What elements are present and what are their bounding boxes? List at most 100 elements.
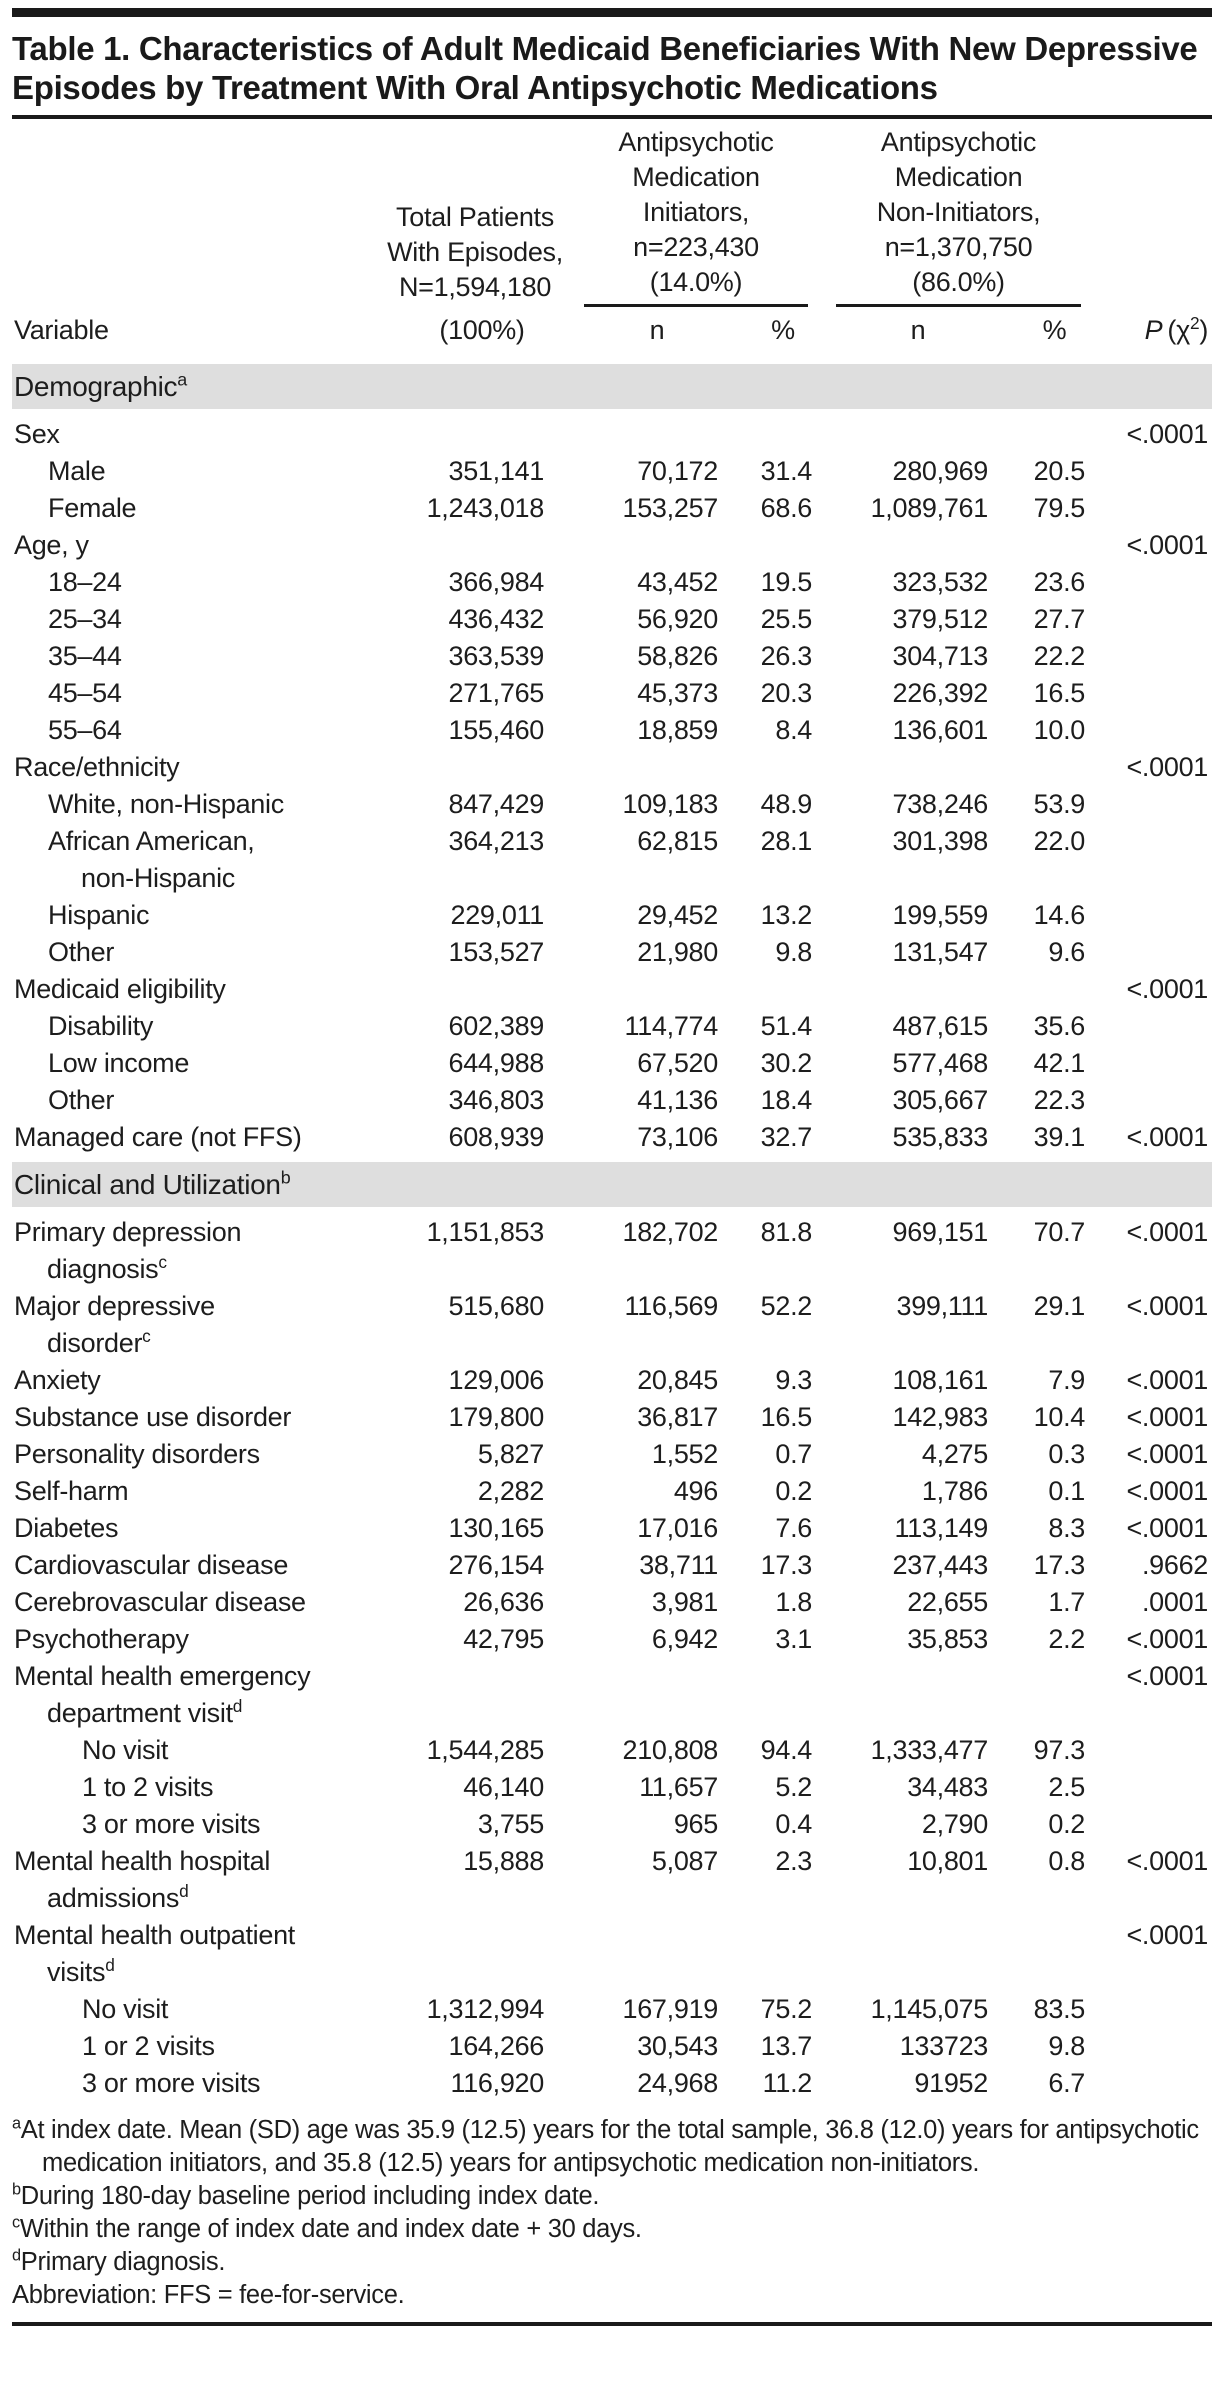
value-cell: 1,333,477	[870, 1735, 989, 1765]
value-cell: 8.3	[1048, 1513, 1086, 1543]
value-cell: 62,815	[637, 826, 718, 856]
variable-cell: 45–54	[48, 678, 122, 708]
variable-cell: Anxiety	[14, 1365, 101, 1395]
value-cell: 738,246	[892, 789, 989, 819]
value-cell: 0.4	[775, 1809, 812, 1839]
value-cell: 7.9	[1048, 1365, 1086, 1395]
value-cell: 109,183	[622, 789, 719, 819]
variable-cell: Personality disorders	[14, 1439, 260, 1469]
variable-cell: Managed care (not FFS)	[14, 1122, 302, 1152]
footnote: cWithin the range of index date and inde…	[12, 2213, 642, 2243]
value-cell: 17,016	[637, 1513, 718, 1543]
value-cell: 67,520	[637, 1048, 718, 1078]
value-cell: 116,569	[624, 1291, 719, 1321]
p-value-cell	[1095, 934, 1212, 971]
value-cell: 22,655	[907, 1587, 988, 1617]
value-cell: 42,795	[463, 1624, 544, 1654]
value-cell: 94.4	[760, 1735, 813, 1765]
table-row: Hispanic 229,011 29,452 13.2 199,559 14.6	[12, 897, 1212, 934]
value-cell: 301,398	[892, 826, 989, 856]
value-cell: 487,615	[892, 1011, 989, 1041]
value-cell: 6.7	[1048, 2068, 1086, 2098]
variable-cell: Low income	[48, 1048, 190, 1078]
value-cell: 70,172	[637, 456, 718, 486]
value-cell	[380, 527, 570, 564]
value-cell: 304,713	[892, 641, 989, 671]
variable-cell: Male	[48, 456, 106, 486]
section-label: Demographica	[12, 358, 1213, 416]
variable-cell: Other	[48, 1085, 115, 1115]
value-cell	[822, 1658, 1000, 1732]
p-value-cell	[1095, 1045, 1212, 1082]
value-cell: 155,460	[448, 715, 545, 745]
value-cell: 2.2	[1048, 1624, 1086, 1654]
header-p-chi2: P (χ2)	[1095, 307, 1213, 363]
p-value-cell: <.0001	[1126, 1291, 1209, 1321]
value-cell: 1,145,075	[870, 1994, 989, 2024]
table-row: Disability 602,389 114,774 51.4 487,615 35.6	[12, 1008, 1212, 1045]
value-cell: 83.5	[1033, 1994, 1086, 2024]
p-value-cell: <.0001	[1126, 419, 1209, 449]
p-value-cell: <.0001	[1126, 1513, 1209, 1543]
table-row: Sex <.0001	[12, 413, 1212, 454]
variable-cell: Diabetes	[14, 1513, 119, 1543]
value-cell: 1,786	[921, 1476, 988, 1506]
value-cell: 19.5	[760, 567, 813, 597]
value-cell: 41,136	[637, 1085, 718, 1115]
value-cell	[730, 1658, 822, 1732]
value-cell: 43,452	[637, 567, 718, 597]
variable-cell: No visit	[82, 1994, 169, 2024]
value-cell: 97.3	[1033, 1735, 1086, 1765]
value-cell	[380, 413, 570, 454]
table-row: Other 153,527 21,980 9.8 131,547 9.6	[12, 934, 1212, 971]
value-cell	[1000, 971, 1095, 1008]
value-cell	[822, 971, 1000, 1008]
variable-cell: Mental health emergency department visitd	[14, 1661, 311, 1728]
value-cell: 38,711	[639, 1550, 718, 1580]
value-cell	[822, 527, 1000, 564]
value-cell: 1,552	[651, 1439, 718, 1469]
variable-cell: Cerebrovascular disease	[14, 1587, 306, 1617]
value-cell	[730, 749, 822, 786]
p-value-cell: <.0001	[1126, 1476, 1209, 1506]
value-cell: 1,544,285	[426, 1735, 545, 1765]
value-cell: 9.6	[1048, 937, 1086, 967]
value-cell: 379,512	[892, 604, 989, 634]
value-cell: 1,243,018	[426, 493, 545, 523]
variable-cell: 1 to 2 visits	[82, 1772, 214, 1802]
variable-cell: Medicaid eligibility	[14, 974, 226, 1004]
variable-cell: Age, y	[14, 530, 89, 560]
value-cell: 0.2	[1048, 1809, 1086, 1839]
value-cell: 26.3	[760, 641, 813, 671]
value-cell: 23.6	[1033, 567, 1086, 597]
value-cell	[730, 413, 822, 454]
p-value-cell	[1095, 490, 1212, 527]
table-row: Cerebrovascular disease 26,636 3,981 1.8 22,…	[12, 1584, 1212, 1621]
section-row: Clinical and Utilizationb	[12, 1156, 1213, 1214]
value-cell: 29.1	[1033, 1291, 1086, 1321]
p-value-cell: <.0001	[1126, 1661, 1209, 1691]
variable-cell: Hispanic	[48, 900, 150, 930]
p-value-cell	[1095, 1008, 1212, 1045]
table-row: Managed care (not FFS) 608,939 73,106 32.7 5…	[12, 1119, 1212, 1159]
variable-cell: No visit	[82, 1735, 169, 1765]
value-cell: 142,983	[892, 1402, 989, 1432]
variable-cell: Sex	[14, 419, 60, 449]
p-value-cell: <.0001	[1126, 752, 1209, 782]
value-cell: 133723	[899, 2031, 989, 2061]
footnote: Abbreviation: FFS = fee-for-service.	[12, 2281, 405, 2309]
table-row: No visit 1,312,994 167,919 75.2 1,145,075 83.…	[12, 1991, 1212, 2028]
value-cell: 6,942	[651, 1624, 718, 1654]
value-cell: 45,373	[637, 678, 718, 708]
value-cell: 48.9	[760, 789, 813, 819]
table-row: Mental health emergency department visitd…	[12, 1658, 1212, 1732]
table-row: Personality disorders 5,827 1,552 0.7 4,275 0…	[12, 1436, 1212, 1473]
variable-cell: 35–44	[48, 641, 122, 671]
p-value-cell	[1095, 638, 1212, 675]
table-row: 55–64 155,460 18,859 8.4 136,601 10.0	[12, 712, 1212, 749]
value-cell: 75.2	[760, 1994, 813, 2024]
value-cell: 496	[673, 1476, 718, 1506]
footnotes: aAt index date. Mean (SD) age was 35.9 (…	[12, 2114, 1212, 2312]
value-cell: 153,257	[622, 493, 719, 523]
value-cell: 56,920	[637, 604, 718, 634]
